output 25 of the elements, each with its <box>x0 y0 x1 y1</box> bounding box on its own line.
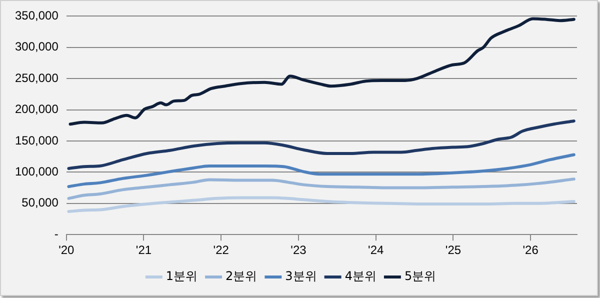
x-tick-label: '23 <box>290 243 307 258</box>
x-tick-label: '22 <box>213 243 230 258</box>
x-tick-label: '21 <box>136 243 152 258</box>
y-tick-label: 200,000 <box>14 102 59 116</box>
y-tick-label: 350,000 <box>14 8 59 23</box>
line-series <box>67 153 576 188</box>
legend-label: 2분위 <box>226 269 258 284</box>
x-tick-label: '20 <box>58 243 75 258</box>
x-tick-label: '24 <box>368 243 384 258</box>
legend-label: 5분위 <box>404 269 436 284</box>
legend-label: 4분위 <box>344 269 376 284</box>
x-tick-label: '25 <box>445 243 462 258</box>
legend-label: 3분위 <box>285 269 317 284</box>
y-tick-label: 100,000 <box>14 164 59 179</box>
legend-label: 1분위 <box>166 269 198 284</box>
line-series <box>68 17 576 126</box>
line-series <box>67 178 576 200</box>
y-tick-label: 300,000 <box>14 40 59 54</box>
line-series <box>67 120 576 170</box>
y-tick-label: 50,000 <box>22 196 59 210</box>
x-tick-label: '26 <box>522 243 539 258</box>
y-tick-label: 250,000 <box>14 70 59 85</box>
y-tick-label: 150,000 <box>14 133 59 148</box>
line-series <box>67 196 576 214</box>
y-tick-label: - <box>54 226 58 241</box>
